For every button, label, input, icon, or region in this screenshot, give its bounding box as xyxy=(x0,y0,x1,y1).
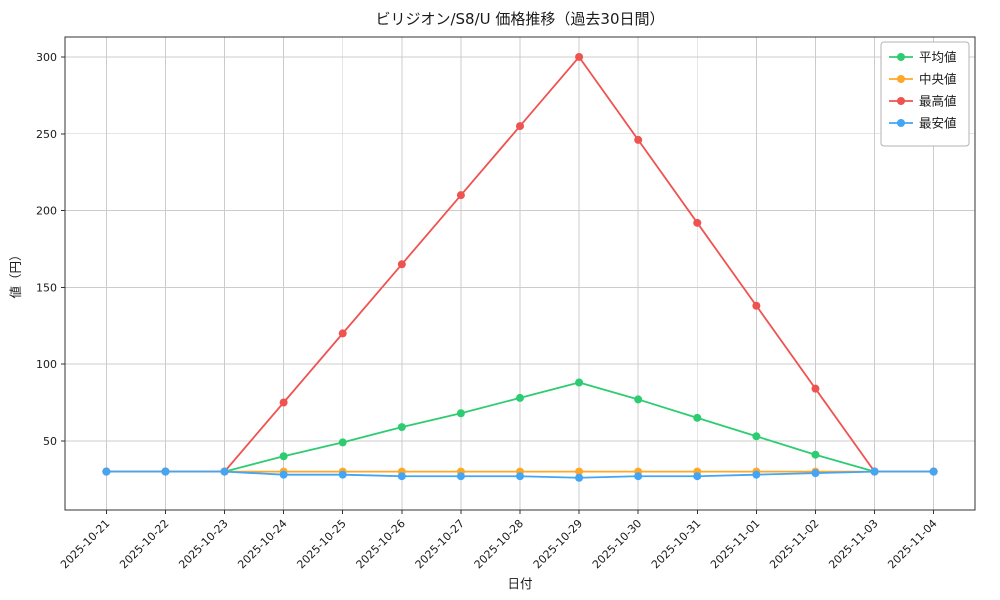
legend-label: 最高値 xyxy=(919,94,957,109)
data-point xyxy=(693,472,702,481)
ticks xyxy=(61,56,935,514)
data-point xyxy=(279,398,288,407)
data-point xyxy=(279,470,288,479)
legend-marker xyxy=(897,119,905,127)
data-point xyxy=(338,470,347,479)
data-point xyxy=(338,329,347,338)
y-tick-label: 150 xyxy=(36,281,57,294)
chart-title: ビリジオン/S8/U 価格推移（過去30日間） xyxy=(375,10,664,28)
legend-marker xyxy=(897,97,905,105)
data-point xyxy=(397,472,406,481)
data-point xyxy=(575,52,584,61)
data-point xyxy=(456,472,465,481)
legend-label: 中央値 xyxy=(919,72,957,87)
data-point xyxy=(693,413,702,422)
series-3 xyxy=(102,467,938,482)
y-tick-label: 50 xyxy=(43,435,57,448)
data-point xyxy=(397,423,406,432)
data-point xyxy=(870,467,879,476)
data-point xyxy=(456,409,465,418)
data-point xyxy=(752,470,761,479)
y-tick-label: 250 xyxy=(36,128,57,141)
y-tick-label: 300 xyxy=(36,51,57,64)
data-point xyxy=(397,260,406,269)
data-point xyxy=(516,122,524,131)
data-point xyxy=(811,384,820,393)
y-axis-label: 値（円） xyxy=(8,248,23,298)
data-point xyxy=(811,469,820,478)
data-point xyxy=(338,438,347,447)
y-tick-label: 100 xyxy=(36,358,57,371)
data-point xyxy=(516,393,524,402)
y-tick-label: 200 xyxy=(36,205,57,218)
legend-label: 平均値 xyxy=(919,50,957,65)
data-point xyxy=(634,472,643,481)
data-point xyxy=(575,473,584,482)
data-point xyxy=(279,452,288,461)
data-point xyxy=(220,467,229,476)
legend-marker xyxy=(897,53,905,61)
legend-label: 最安値 xyxy=(919,116,957,131)
data-point xyxy=(693,218,702,227)
legend-item-0: 平均値 xyxy=(889,50,957,65)
data-point xyxy=(752,432,761,441)
data-point xyxy=(516,472,524,481)
legend-marker xyxy=(897,75,905,83)
data-point xyxy=(752,301,761,310)
data-point xyxy=(456,191,465,200)
data-point xyxy=(161,467,170,476)
legend-item-1: 中央値 xyxy=(889,72,957,87)
data-point xyxy=(929,467,938,476)
grid xyxy=(65,37,975,510)
data-point xyxy=(575,467,584,476)
legend-item-2: 最高値 xyxy=(889,94,957,109)
legend-item-3: 最安値 xyxy=(889,116,957,131)
data-point xyxy=(634,395,643,404)
data-point xyxy=(634,135,643,144)
x-axis-label: 日付 xyxy=(507,576,532,591)
data-point xyxy=(811,450,820,459)
data-point xyxy=(102,467,111,476)
data-point xyxy=(575,378,584,387)
